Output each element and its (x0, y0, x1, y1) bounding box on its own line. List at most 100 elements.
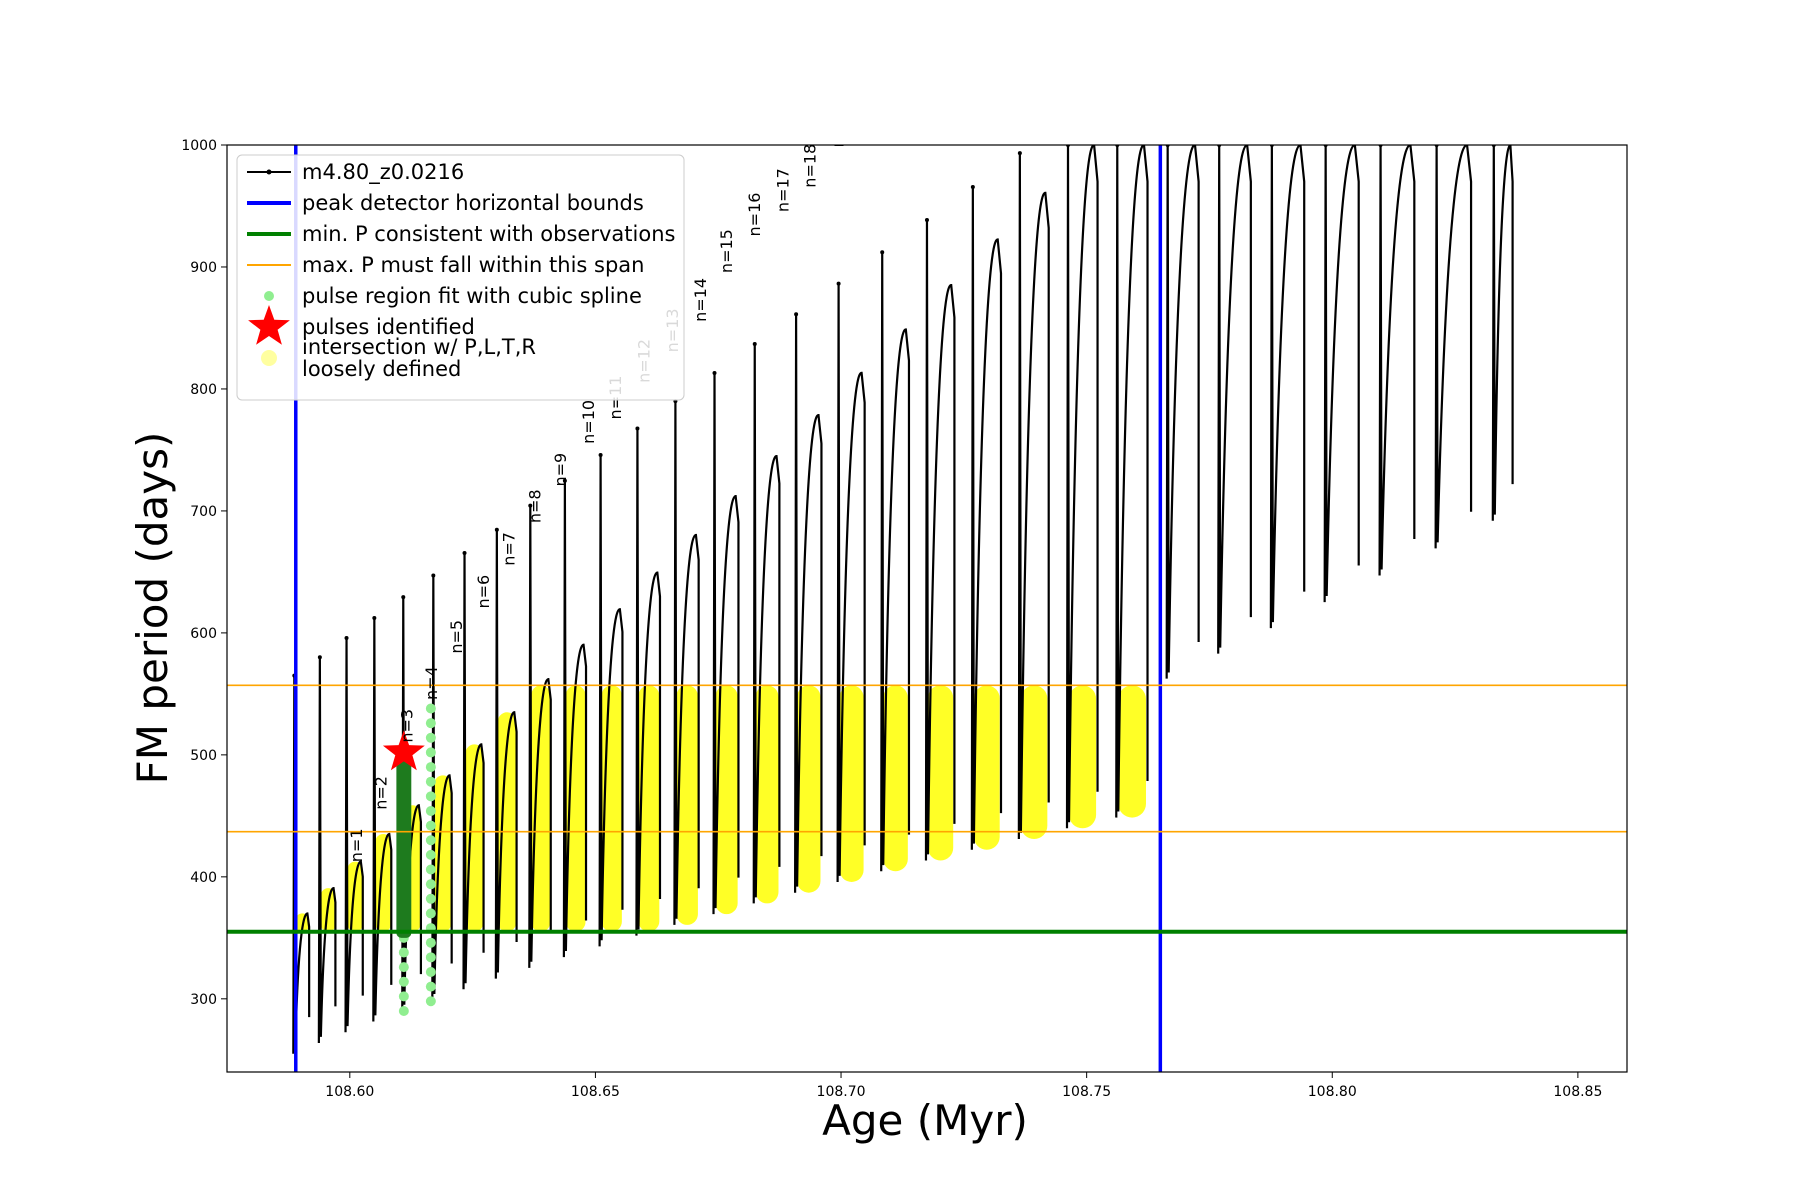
x-tick-label: 108.85 (1553, 1084, 1602, 1100)
loosely-defined-band (497, 712, 517, 932)
pulse-curve (836, 283, 866, 882)
legend-label: pulse region fit with cubic spline (302, 284, 642, 308)
pulse-peak-point (880, 250, 885, 255)
loosely-defined-band (531, 685, 551, 932)
pulse-curve (1115, 145, 1149, 818)
spline-point (425, 879, 436, 890)
spline-point (425, 718, 436, 729)
pulse-peak-point (924, 218, 929, 223)
pulse-peak-point (752, 342, 757, 347)
x-tick-label: 108.75 (1062, 1084, 1111, 1100)
y-tick-label: 800 (190, 382, 217, 398)
legend-label: min. P consistent with observations (302, 222, 675, 246)
x-tick-label: 108.80 (1308, 1084, 1357, 1100)
pulse-curve (712, 373, 740, 915)
loosely-defined-band (1118, 685, 1146, 818)
loosely-defined-band (715, 685, 738, 915)
y-tick-label: 600 (190, 626, 217, 642)
spline-point (425, 732, 436, 743)
y-tick-label: 500 (190, 748, 217, 764)
spline-point (425, 835, 436, 846)
legend-label: pulses identified (302, 315, 475, 339)
pulse-curve (1217, 145, 1252, 654)
pulse-peak-point (712, 371, 717, 376)
pulse-number-label: n=7 (499, 532, 518, 566)
loosely-defined-band (839, 685, 864, 882)
spline-point (425, 952, 436, 963)
pulse-curve (401, 597, 423, 1011)
x-axis-ticks: 108.60 108.65 108.70 108.75 108.80 108.85 (325, 1072, 1602, 1100)
pulse-curve (317, 657, 337, 1043)
pulse-curve (344, 637, 364, 1033)
pulse-peak-point (344, 635, 349, 640)
spline-fit-dense-region (396, 754, 412, 938)
loosely-defined-band (755, 685, 779, 904)
y-axis-ticks: 300 400 500 600 700 800 900 1000 (181, 138, 227, 1008)
pulse-peak-point (372, 615, 377, 620)
x-tick-label: 108.60 (325, 1084, 374, 1100)
pulse-number-label: n=1 (347, 828, 366, 862)
pulse-curve (752, 344, 781, 904)
y-tick-label: 300 (190, 992, 217, 1008)
pulse-peak-point (462, 551, 467, 556)
pulse-curve (1269, 145, 1306, 629)
spline-point (398, 947, 409, 958)
pulse-peak-point (794, 312, 799, 317)
spline-point (425, 776, 436, 787)
pulse-curve (1017, 153, 1050, 840)
pulse-number-label: n=15 (717, 229, 736, 273)
spline-point (425, 805, 436, 816)
pulse-peak-point (1017, 151, 1022, 156)
plot-frame (226, 144, 1628, 1073)
pulse-peak-point (836, 281, 841, 286)
loosely-defined-band (465, 744, 484, 932)
legend-label: loosely defined (302, 357, 461, 381)
pulse-curve (794, 314, 823, 893)
x-tick-label: 108.65 (571, 1084, 620, 1100)
loosely-defined-band (295, 913, 310, 932)
pulse-number-label: n=6 (474, 575, 493, 609)
legend-key-marker (266, 169, 272, 175)
pulse-curve (494, 529, 518, 979)
pulses-identified-series (382, 730, 425, 771)
pulse-number-label: n=17 (773, 168, 792, 212)
legend-key-star (248, 305, 290, 345)
pulse-peak-point (598, 453, 603, 458)
intersection-loosely-defined-series (295, 685, 1146, 932)
pulse-number-label: n=18 (800, 144, 819, 188)
loosely-defined-band (927, 685, 954, 861)
pulse-peak-point (494, 527, 499, 532)
pulse-peak-point (635, 426, 640, 431)
spline-point (425, 966, 436, 977)
loosely-defined-band (676, 685, 698, 925)
loosely-defined-band (1020, 685, 1048, 840)
pulse-number-label: n=4 (422, 666, 441, 700)
y-tick-label: 700 (190, 504, 217, 520)
pulse-number-label: n=14 (691, 278, 710, 322)
spline-point (425, 893, 436, 904)
spline-point (425, 703, 436, 714)
loosely-defined-band (883, 685, 908, 872)
pulse-number-label: n=19 (828, 104, 847, 148)
pulse-curve (372, 617, 393, 1022)
pulse-curve (635, 428, 662, 936)
spline-point (425, 937, 436, 948)
y-tick-label: 900 (190, 260, 217, 276)
pulse-curve (562, 480, 588, 958)
pulse-peak-point (562, 478, 567, 483)
pulse-number-label: n=3 (398, 709, 417, 743)
pulse-curve (673, 401, 700, 925)
pulse-peak-point (401, 595, 406, 600)
legend-label: intersection w/ P,L,T,R (302, 335, 536, 359)
spline-point (425, 864, 436, 875)
spline-point (398, 962, 409, 973)
legend-key-dot (261, 350, 277, 366)
pulse-number-label: n=9 (551, 453, 570, 487)
pulse-curve (598, 455, 624, 947)
legend-label: peak detector horizontal bounds (302, 191, 644, 215)
legend-box (236, 154, 685, 401)
pulse-curve (528, 505, 552, 968)
spline-point (398, 1006, 409, 1017)
loosely-defined-band (347, 861, 363, 932)
